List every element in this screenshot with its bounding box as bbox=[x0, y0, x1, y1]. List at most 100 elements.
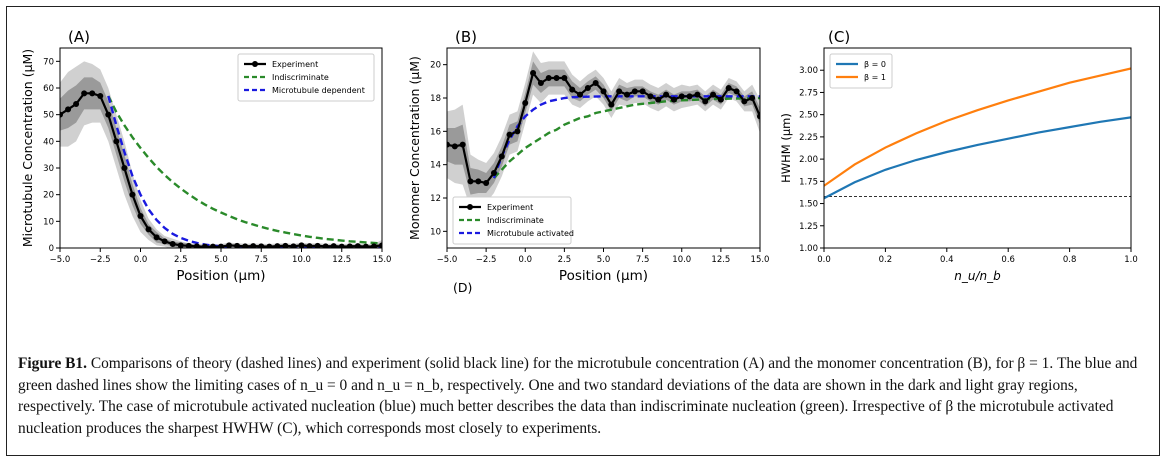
data-point bbox=[663, 91, 670, 98]
data-point bbox=[561, 75, 568, 81]
data-point bbox=[483, 180, 490, 186]
x-tick-label: 0.0 bbox=[134, 255, 148, 265]
data-point bbox=[250, 243, 257, 248]
data-point bbox=[733, 88, 740, 95]
data-point bbox=[89, 90, 96, 97]
data-point bbox=[577, 91, 584, 98]
data-point bbox=[153, 234, 160, 241]
data-point bbox=[81, 90, 88, 97]
axes-frame bbox=[823, 47, 1132, 249]
x-tick-label: 0.0 bbox=[518, 255, 532, 265]
data-point bbox=[608, 101, 615, 108]
figure-frame bbox=[6, 6, 1160, 456]
series-line-1 bbox=[824, 67, 1131, 187]
legend-box bbox=[452, 196, 572, 245]
x-tick-label: 15.0 bbox=[373, 255, 392, 265]
data-point bbox=[161, 238, 168, 245]
data-point bbox=[145, 226, 152, 233]
x-tick-label: 0.2 bbox=[879, 255, 893, 265]
data-point bbox=[193, 243, 200, 248]
plot-area bbox=[824, 67, 1131, 200]
legend-box bbox=[829, 53, 893, 89]
x-tick-label: 0.6 bbox=[1001, 255, 1015, 265]
data-point bbox=[741, 98, 748, 105]
data-point bbox=[177, 242, 184, 248]
series-line-2 bbox=[492, 95, 760, 179]
data-point bbox=[242, 243, 249, 248]
x-tick-label: 10.0 bbox=[292, 255, 311, 265]
series-line-1 bbox=[493, 96, 760, 179]
legend-box bbox=[237, 53, 375, 102]
data-point bbox=[65, 106, 72, 113]
data-point bbox=[498, 153, 505, 160]
data-point bbox=[266, 243, 273, 248]
x-tick-label: 0.0 bbox=[817, 255, 831, 265]
legend: Experiment Indiscriminate Microtubule depe… bbox=[237, 53, 375, 102]
data-point bbox=[105, 111, 112, 118]
data-point bbox=[459, 141, 466, 148]
y-tick-label: 14 bbox=[430, 161, 441, 171]
data-point bbox=[600, 88, 607, 95]
panel-label-d: (D) bbox=[453, 280, 472, 295]
data-point bbox=[467, 178, 474, 185]
x-tick-label: 0.4 bbox=[940, 255, 954, 265]
data-point bbox=[322, 243, 329, 248]
y-tick-label: 10 bbox=[430, 227, 441, 237]
y-tick-label: 50 bbox=[43, 111, 54, 121]
data-point bbox=[379, 242, 382, 248]
y-tick-label: 16 bbox=[430, 127, 441, 137]
x-tick-label: 7.5 bbox=[636, 255, 650, 265]
series-line-0 bbox=[824, 116, 1131, 200]
x-tick-label: 12.5 bbox=[711, 255, 730, 265]
plot-area bbox=[60, 61, 382, 248]
data-point bbox=[330, 243, 337, 248]
data-point bbox=[592, 80, 599, 86]
data-point bbox=[616, 88, 623, 95]
x-tick-label: 15.0 bbox=[751, 255, 770, 265]
data-point bbox=[274, 243, 281, 248]
data-point bbox=[290, 243, 297, 248]
y-tick-label: 60 bbox=[43, 84, 54, 94]
legend-entry: Indiscriminate bbox=[272, 73, 329, 82]
y-tick-label: 2.00 bbox=[799, 155, 818, 165]
x-tick-label: 1.0 bbox=[1124, 255, 1138, 265]
x-tick-label: −5.0 bbox=[437, 255, 458, 265]
y-axis-label: HWHM (μm) bbox=[779, 113, 793, 183]
legend-entry: Microtubule dependent bbox=[272, 86, 365, 95]
data-point bbox=[670, 96, 677, 103]
data-point bbox=[234, 242, 241, 248]
y-tick-label: 20 bbox=[430, 61, 441, 71]
plot-area bbox=[447, 51, 760, 209]
y-axis-label: Microtubule Concentration (μM) bbox=[20, 49, 35, 247]
data-point bbox=[298, 242, 305, 248]
data-point bbox=[537, 80, 544, 86]
y-axis-label: Monomer Concentration (μM) bbox=[407, 56, 422, 240]
y-tick-label: 30 bbox=[43, 164, 54, 174]
figure-panels: −5.0 −2.5 0.0 2.5 5.0 7.5 10.0 12.5 15.0 0 10 20 30 4… bbox=[20, 28, 1138, 295]
y-tick-label: 0 bbox=[49, 244, 54, 254]
x-tick-label: 0.8 bbox=[1063, 255, 1077, 265]
x-tick-label: −5.0 bbox=[50, 255, 71, 265]
data-point bbox=[530, 70, 537, 76]
data-point bbox=[306, 243, 313, 248]
data-point bbox=[678, 93, 685, 100]
data-point bbox=[201, 243, 208, 248]
data-point bbox=[451, 143, 458, 150]
chart-panel-2: −5.0 −2.5 0.0 2.5 5.0 7.5 10.0 12.5 15.0 10 12 14 16… bbox=[407, 28, 769, 284]
data-point bbox=[569, 86, 576, 93]
y-tick-label: 40 bbox=[43, 137, 54, 147]
std-band-one bbox=[60, 77, 382, 248]
data-point bbox=[218, 243, 224, 248]
y-tick-label: 1.75 bbox=[799, 177, 818, 187]
y-tick-label: 1.25 bbox=[799, 222, 818, 232]
data-point bbox=[623, 91, 630, 98]
data-point bbox=[631, 88, 638, 95]
data-point bbox=[447, 141, 450, 148]
data-point bbox=[647, 93, 654, 100]
y-tick-label: 3.00 bbox=[799, 66, 818, 76]
data-point bbox=[694, 91, 701, 98]
data-point bbox=[346, 243, 353, 248]
x-tick-label: 2.5 bbox=[174, 255, 188, 265]
figure-caption: Figure B1. Comparisons of theory (dashed… bbox=[18, 353, 1148, 439]
legend-entry: Indiscriminate bbox=[487, 216, 544, 225]
